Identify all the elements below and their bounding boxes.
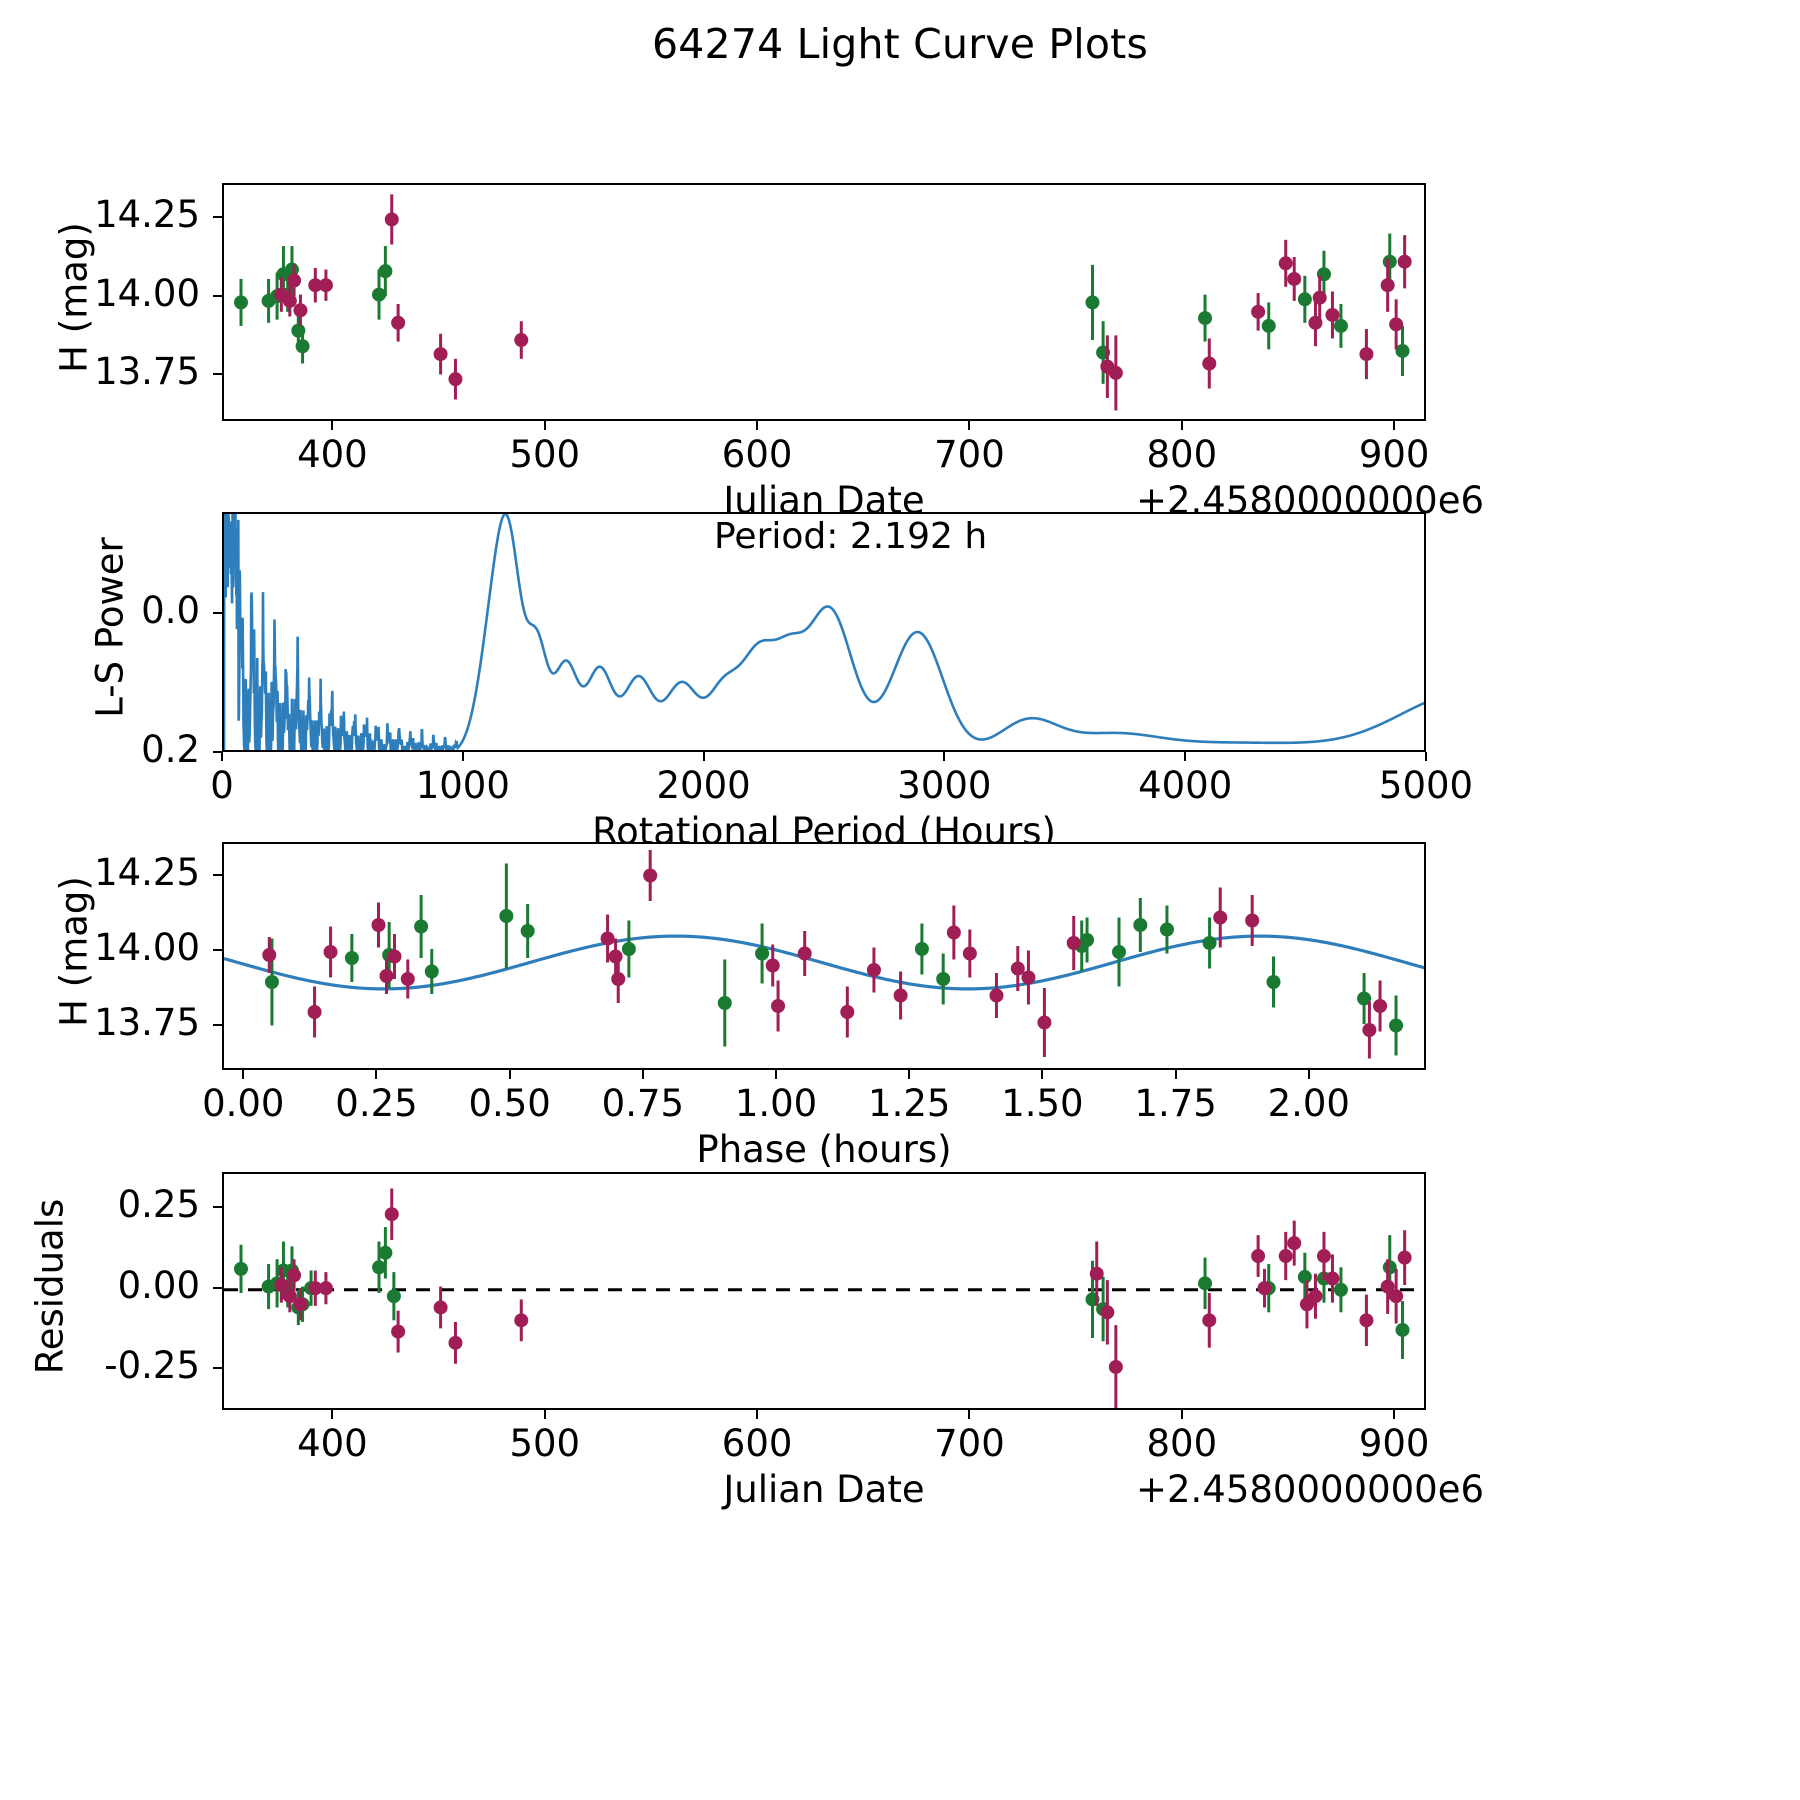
xtick-label: 0.00 bbox=[202, 1082, 285, 1125]
xtick-label: 1.25 bbox=[868, 1082, 951, 1125]
ytick-mark bbox=[213, 373, 222, 376]
xtick-mark bbox=[702, 752, 705, 761]
phase-xlabel: Phase (hours) bbox=[696, 1128, 952, 1171]
ytick-mark bbox=[213, 216, 222, 219]
xtick-mark bbox=[1184, 752, 1187, 761]
ytick-mark bbox=[213, 874, 222, 876]
xtick-label: 5000 bbox=[1378, 764, 1474, 807]
xtick-mark bbox=[641, 1070, 644, 1079]
xtick-label: 800 bbox=[1146, 1422, 1218, 1465]
series-green bbox=[233, 233, 1410, 384]
xtick-mark bbox=[756, 1410, 759, 1419]
ytick-mark bbox=[213, 611, 222, 614]
residuals-ylabel: Residuals bbox=[28, 1198, 72, 1375]
xtick-mark bbox=[508, 1070, 511, 1079]
xtick-label: 600 bbox=[721, 433, 793, 476]
xtick-mark bbox=[242, 1070, 245, 1079]
xtick-mark bbox=[968, 421, 971, 430]
xtick-mark bbox=[943, 752, 946, 761]
xtick-mark bbox=[1393, 1410, 1396, 1419]
periodogram-curve bbox=[224, 514, 1424, 750]
xtick-mark bbox=[1041, 1070, 1044, 1079]
residuals-xlabel: Julian Date bbox=[723, 1468, 925, 1511]
xtick-mark bbox=[461, 752, 464, 761]
xtick-label: 800 bbox=[1146, 433, 1218, 476]
xtick-label: 0.75 bbox=[601, 1082, 685, 1125]
ytick-label: 0.2 bbox=[141, 728, 200, 771]
xtick-label: 400 bbox=[297, 1422, 368, 1465]
phase-axes bbox=[222, 842, 1426, 1070]
xtick-label: 4000 bbox=[1138, 764, 1233, 807]
xtick-mark bbox=[1180, 1410, 1183, 1419]
xtick-label: 500 bbox=[509, 1422, 581, 1465]
xtick-mark bbox=[1174, 1070, 1177, 1079]
series-green bbox=[264, 863, 1404, 1056]
xtick-label: 700 bbox=[934, 1422, 1005, 1465]
residuals-plot-area bbox=[224, 1188, 1424, 1408]
periodogram-period-annotation: Period: 2.192 h bbox=[714, 516, 988, 557]
ytick-label: 13.75 bbox=[94, 1001, 200, 1044]
ytick-label: 13.75 bbox=[94, 350, 200, 394]
xtick-label: 900 bbox=[1358, 1422, 1430, 1465]
ytick-mark bbox=[213, 1286, 222, 1289]
xtick-mark bbox=[375, 1070, 378, 1079]
ytick-mark bbox=[213, 294, 222, 297]
series-magenta bbox=[274, 1188, 1412, 1408]
xtick-mark bbox=[908, 1070, 911, 1079]
xtick-label: 2000 bbox=[656, 764, 751, 807]
xtick-label: 900 bbox=[1358, 433, 1430, 476]
ytick-label: 0.0 bbox=[141, 588, 200, 632]
light-curve-plot-area bbox=[233, 194, 1412, 411]
periodogram-axes bbox=[222, 512, 1426, 752]
ytick-mark bbox=[213, 949, 222, 951]
ytick-mark bbox=[213, 1024, 222, 1026]
series-green bbox=[233, 1227, 1410, 1359]
xtick-label: 1.00 bbox=[734, 1082, 818, 1125]
series-magenta bbox=[262, 850, 1388, 1059]
residuals-axes bbox=[222, 1172, 1426, 1410]
xtick-mark bbox=[1425, 752, 1427, 761]
xtick-label: 2.00 bbox=[1267, 1082, 1350, 1125]
xtick-mark bbox=[221, 752, 223, 761]
periodogram-plot-area bbox=[224, 514, 1424, 750]
xtick-label: 500 bbox=[509, 433, 581, 476]
ytick-label: 14.00 bbox=[94, 271, 200, 315]
ytick-label: 14.00 bbox=[94, 926, 200, 969]
xtick-mark bbox=[543, 421, 546, 430]
xtick-mark bbox=[331, 1410, 334, 1419]
ytick-label: 14.25 bbox=[94, 851, 200, 894]
xtick-label: 1.50 bbox=[1001, 1082, 1084, 1125]
xtick-label: 0.25 bbox=[335, 1082, 418, 1125]
series-magenta bbox=[274, 194, 1412, 411]
figure-title: 64274 Light Curve Plots bbox=[651, 20, 1149, 68]
ytick-mark bbox=[213, 1206, 222, 1209]
phase-fit-curve bbox=[224, 934, 1424, 991]
ytick-label: 14.25 bbox=[94, 193, 200, 237]
xtick-label: 1.75 bbox=[1134, 1082, 1217, 1125]
xtick-label: 0.50 bbox=[468, 1082, 551, 1125]
light-curve-axes bbox=[222, 183, 1426, 421]
xtick-mark bbox=[968, 1410, 971, 1419]
residuals-offset-text: +2.4580000000e6 bbox=[1136, 1468, 1485, 1511]
ytick-label: 0.25 bbox=[117, 1183, 200, 1227]
xtick-mark bbox=[331, 421, 334, 430]
xtick-mark bbox=[775, 1070, 778, 1079]
xtick-label: 1000 bbox=[415, 764, 510, 807]
phase-plot-area bbox=[224, 850, 1424, 1059]
ytick-mark bbox=[213, 1367, 222, 1370]
xtick-mark bbox=[543, 1410, 546, 1419]
xtick-mark bbox=[1180, 421, 1183, 430]
xtick-mark bbox=[1307, 1070, 1310, 1079]
xtick-label: 0 bbox=[210, 764, 234, 807]
xtick-mark bbox=[756, 421, 759, 430]
xtick-mark bbox=[1393, 421, 1396, 430]
xtick-label: 600 bbox=[721, 1422, 793, 1465]
xtick-label: 700 bbox=[934, 433, 1005, 476]
ytick-label: 0.00 bbox=[117, 1263, 200, 1307]
xtick-label: 400 bbox=[297, 433, 368, 476]
ytick-mark bbox=[213, 751, 222, 753]
ytick-label: -0.25 bbox=[104, 1344, 200, 1388]
xtick-label: 3000 bbox=[897, 764, 992, 807]
